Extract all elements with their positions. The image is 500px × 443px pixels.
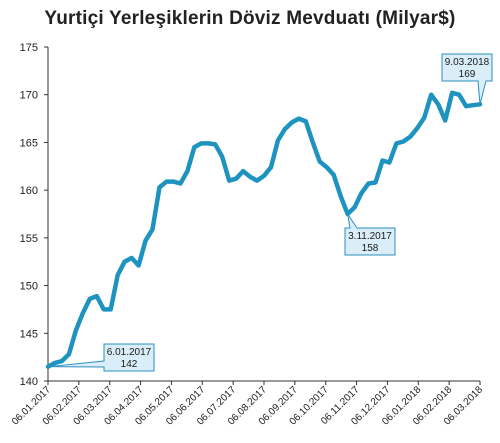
callout-date: 6.01.2017 (107, 347, 152, 358)
callout-date: 9.03.2018 (445, 57, 490, 68)
callout-box (47, 343, 155, 372)
y-tick-label: 165 (20, 137, 38, 149)
chart-title: Yurtiçi Yerleşiklerin Döviz Mevduatı (Mi… (44, 8, 456, 29)
y-tick-label: 140 (20, 376, 38, 388)
y-tick-label: 160 (20, 185, 38, 197)
callout-value: 158 (362, 243, 379, 254)
callout-value: 142 (121, 359, 138, 370)
callout-box (441, 53, 493, 105)
y-tick-label: 150 (20, 281, 38, 293)
series-line-path (45, 90, 483, 369)
callout-box (344, 213, 396, 256)
series-line (45, 90, 483, 369)
y-tick-label: 175 (20, 42, 38, 54)
callout-value: 169 (459, 69, 476, 80)
axes: 14014515015516016517017506.01.201706.02.… (10, 42, 485, 428)
y-tick-label: 145 (20, 328, 38, 340)
y-tick-label: 170 (20, 90, 38, 102)
callout-date: 3.11.2017 (348, 231, 392, 242)
y-tick-label: 155 (20, 233, 38, 245)
